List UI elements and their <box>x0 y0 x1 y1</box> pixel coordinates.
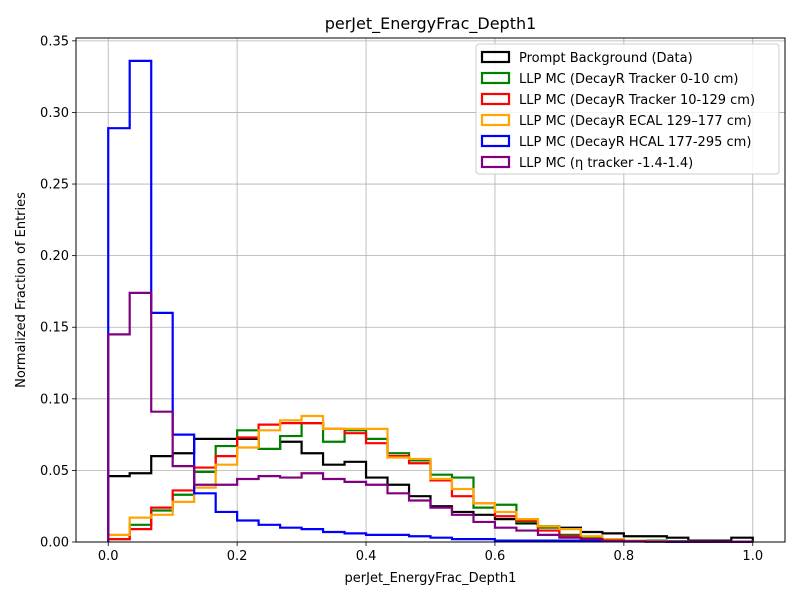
y-tick-label: 0.30 <box>40 106 69 121</box>
x-tick-label: 0.4 <box>356 549 377 564</box>
y-axis-ticks: 0.00 0.05 0.10 0.15 0.20 0.25 0.30 0.35 <box>40 34 76 551</box>
y-axis-label: Normalized Fraction of Entries <box>14 192 29 388</box>
x-axis-label: perJet_EnergyFrac_Depth1 <box>345 571 517 586</box>
legend-entry-0: Prompt Background (Data) <box>519 51 693 66</box>
x-tick-label: 0.0 <box>98 549 119 564</box>
legend-swatch-1 <box>480 71 511 85</box>
legend-swatch-3 <box>480 113 511 127</box>
legend-entry-2: LLP MC (DecayR Tracker 10-129 cm) <box>519 93 755 108</box>
series-line-5 <box>107 291 754 543</box>
x-tick-label: 1.0 <box>742 549 763 564</box>
series-line-3 <box>107 414 754 543</box>
plot-frame <box>75 37 786 543</box>
x-axis-ticks: 0.0 0.2 0.4 0.6 0.8 1.0 <box>98 542 763 564</box>
x-tick-label: 0.8 <box>614 549 635 564</box>
legend-swatch-4 <box>480 134 511 148</box>
legend-entry-5: LLP MC (η tracker -1.4-1.4) <box>519 156 693 171</box>
series-line-2 <box>107 422 754 543</box>
x-tick-label: 0.2 <box>227 549 248 564</box>
y-tick-label: 0.05 <box>40 464 69 479</box>
legend-entry-1: LLP MC (DecayR Tracker 0-10 cm) <box>519 72 738 87</box>
y-tick-label: 0.25 <box>40 178 69 193</box>
series-line-0 <box>107 437 754 542</box>
legend-entry-4: LLP MC (DecayR HCAL 177-295 cm) <box>519 135 751 150</box>
y-tick-label: 0.35 <box>40 34 69 49</box>
legend-entry-3: LLP MC (DecayR ECAL 129–177 cm) <box>519 114 752 129</box>
y-tick-label: 0.10 <box>40 392 69 407</box>
legend-box <box>475 43 780 175</box>
legend-swatch-2 <box>480 92 511 106</box>
y-tick-label: 0.15 <box>40 321 69 336</box>
series-line-1 <box>107 422 754 543</box>
legend-swatch-0 <box>480 50 511 64</box>
y-tick-label: 0.00 <box>40 536 69 551</box>
legend-swatch-5 <box>480 155 511 169</box>
chart-title: perJet_EnergyFrac_Depth1 <box>325 14 537 34</box>
y-tick-label: 0.20 <box>40 249 69 264</box>
x-tick-label: 0.6 <box>485 549 506 564</box>
legend: Prompt Background (Data) LLP MC (DecayR T… <box>475 43 780 175</box>
